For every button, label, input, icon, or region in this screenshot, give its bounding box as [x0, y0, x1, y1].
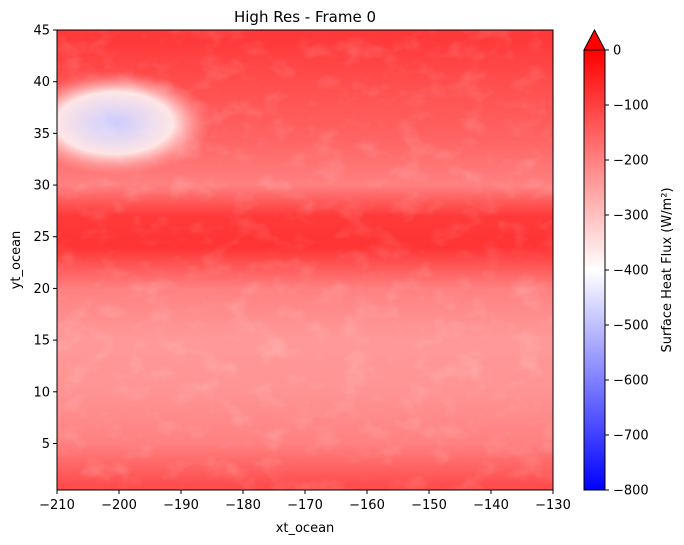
y-tick-label: 10 — [33, 385, 50, 400]
y-axis-label: yt_ocean — [9, 231, 24, 290]
x-tick-label: −210 — [39, 498, 75, 513]
y-tick-label: 45 — [33, 24, 50, 39]
colorbar-tick-label: −300 — [613, 209, 649, 224]
x-axis-label: xt_ocean — [276, 521, 335, 536]
colorbar-tick-label: 0 — [613, 44, 621, 59]
x-tick-label: −140 — [473, 498, 509, 513]
x-tick-label: −180 — [225, 498, 261, 513]
heatmap-plot-area — [57, 30, 553, 490]
colorbar-tick-label: −200 — [613, 154, 649, 169]
colorbar-tick-label: −700 — [613, 429, 649, 444]
colorbar-tick-label: −500 — [613, 319, 649, 334]
y-tick-label: 25 — [33, 230, 50, 245]
y-tick-label: 30 — [33, 179, 50, 194]
colorbar-tick-label: −400 — [613, 264, 649, 279]
eddy-texture — [57, 30, 553, 490]
x-tick-label: −150 — [411, 498, 447, 513]
colorbar-ticks: 0 −100 −200 −300 −400 −500 −600 −700 −800 — [605, 44, 649, 499]
y-tick-label: 5 — [42, 437, 50, 452]
chart-title: High Res - Frame 0 — [234, 8, 376, 26]
colorbar-label: Surface Heat Flux (W/m²) — [660, 187, 675, 352]
x-tick-label: −130 — [535, 498, 571, 513]
colorbar-extend-max — [583, 28, 606, 51]
x-tick-label: −200 — [101, 498, 137, 513]
y-tick-label: 35 — [33, 127, 50, 142]
x-tick-label: −190 — [163, 498, 199, 513]
y-tick-label: 20 — [33, 282, 50, 297]
colorbar: 0 −100 −200 −300 −400 −500 −600 −700 −800 Surfac… — [583, 28, 675, 499]
colorbar-tick-label: −100 — [613, 99, 649, 114]
x-axis: −210 −200 −190 −180 −170 −160 −150 −140 −130 — [39, 490, 571, 513]
colorbar-tick-label: −600 — [613, 374, 649, 389]
x-tick-label: −160 — [349, 498, 385, 513]
x-tick-label: −170 — [287, 498, 323, 513]
y-tick-label: 15 — [33, 334, 50, 349]
y-axis: 5 10 15 20 25 30 35 40 45 — [33, 24, 57, 452]
colorbar-gradient — [584, 50, 605, 490]
y-tick-label: 40 — [33, 75, 50, 90]
colorbar-tick-label: −800 — [613, 484, 649, 499]
